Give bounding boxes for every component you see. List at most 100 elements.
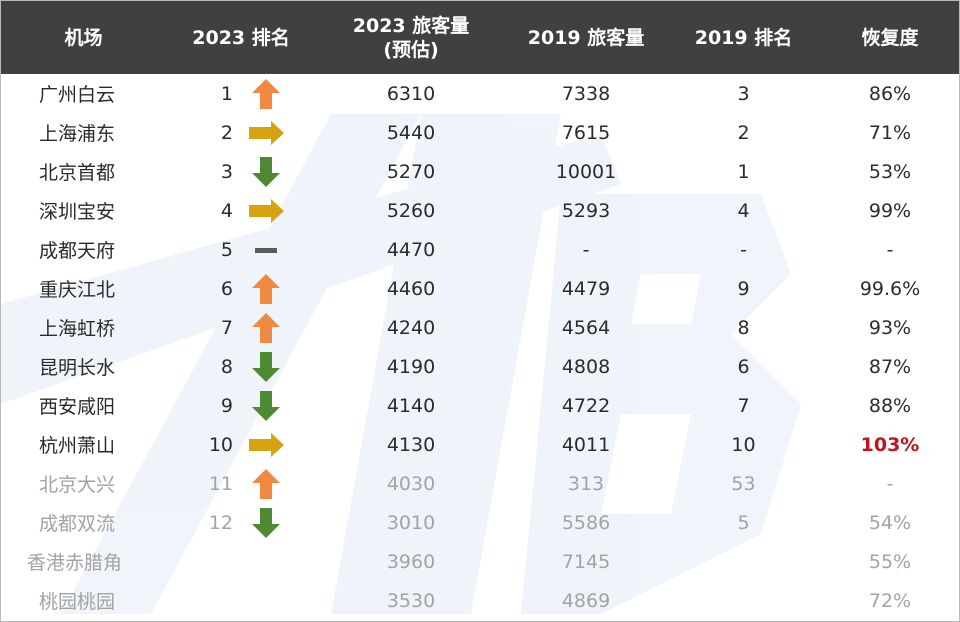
airport-name-cell: 香港赤腊角 <box>27 552 123 574</box>
pax-2023-cell: 4240 <box>386 316 436 339</box>
pax-2019-cell: 4564 <box>561 316 611 339</box>
recovery-cell: - <box>886 238 894 261</box>
rank-2019-cell: 2 <box>737 121 750 144</box>
pax-2019-cell: 5586 <box>561 511 611 534</box>
arrow-up-icon <box>247 78 285 110</box>
rank-2019-cell: 9 <box>737 277 750 300</box>
pax-2019-cell: 7615 <box>561 121 611 144</box>
rank-2023-cell: 10 <box>166 425 316 464</box>
pax-2019-cell: 4722 <box>561 394 611 417</box>
dash-icon <box>247 234 285 266</box>
rank-2019-cell: 1 <box>737 160 750 183</box>
rank-2023-cell: 7 <box>166 308 316 347</box>
rank-2019-cell: 6 <box>737 355 750 378</box>
rank-2019-cell <box>666 542 821 581</box>
col-header-airport: 机场 <box>64 26 103 49</box>
airport-name-cell: 广州白云 <box>39 84 116 106</box>
pax-2023-cell: 4140 <box>386 394 436 417</box>
rank-2023-cell: 3 <box>166 152 316 191</box>
table-row: 上海虹桥 7 4240 4564 8 93% <box>1 308 959 347</box>
pax-2023-cell: 4030 <box>386 472 436 495</box>
arrow-up-icon <box>247 468 285 500</box>
rank-2023-cell: 11 <box>166 464 316 503</box>
pax-2023-cell: 5260 <box>386 199 436 222</box>
table-row: 杭州萧山 10 4130 4011 10 103% <box>1 425 959 464</box>
airport-name-cell: 北京大兴 <box>39 474 116 496</box>
rank-2019-cell: 7 <box>737 394 750 417</box>
arrow-down-icon <box>247 156 285 188</box>
recovery-cell: 87% <box>868 355 912 378</box>
table-row: 广州白云 1 6310 7338 3 86% <box>1 74 959 113</box>
rank-2023-value: 7 <box>220 316 233 339</box>
rank-2023-value: 1 <box>220 82 233 105</box>
rank-2023-cell: 5 <box>166 230 316 269</box>
rank-2023-value: 9 <box>220 394 233 417</box>
arrow-right-icon <box>247 195 285 227</box>
pax-2023-cell: 5270 <box>386 160 436 183</box>
airport-name-cell: 上海浦东 <box>39 123 116 145</box>
table-row: 深圳宝安 4 5260 5293 4 99% <box>1 191 959 230</box>
airport-name-cell: 昆明长水 <box>39 357 116 379</box>
airport-name-cell: 西安咸阳 <box>39 396 116 418</box>
table-row: 北京首都 3 5270 10001 1 53% <box>1 152 959 191</box>
col-header-rank-2019: 2019 排名 <box>694 26 793 49</box>
col-header-recovery: 恢复度 <box>861 26 919 49</box>
pax-2019-cell: - <box>582 238 590 261</box>
recovery-cell: 93% <box>868 316 912 339</box>
arrow-up-icon <box>247 273 285 305</box>
rank-2019-cell: 4 <box>737 199 750 222</box>
arrow-right-icon <box>247 429 285 461</box>
pax-2019-cell: 7145 <box>561 550 611 573</box>
recovery-cell: - <box>886 472 894 495</box>
pax-2023-cell: 4190 <box>386 355 436 378</box>
table-row: 成都双流 12 3010 5586 5 54% <box>1 503 959 542</box>
recovery-cell: 86% <box>868 82 912 105</box>
table-row: 上海浦东 2 5440 7615 2 71% <box>1 113 959 152</box>
rank-2023-value: 3 <box>220 160 233 183</box>
arrow-down-icon <box>247 390 285 422</box>
recovery-cell: 72% <box>868 589 912 612</box>
table-row: 桃园桃园 3530 4869 72% <box>1 581 959 620</box>
rank-2019-cell: 10 <box>731 433 756 456</box>
pax-2019-cell: 4869 <box>561 589 611 612</box>
rank-2023-value: 4 <box>220 199 233 222</box>
pax-2019-cell: 5293 <box>561 199 611 222</box>
pax-2019-cell: 7338 <box>561 82 611 105</box>
rank-2023-value: 2 <box>220 121 233 144</box>
rank-2019-cell: 8 <box>737 316 750 339</box>
recovery-cell: 99% <box>868 199 912 222</box>
rank-2019-cell: - <box>740 238 747 261</box>
airport-name-cell: 杭州萧山 <box>39 435 116 457</box>
airport-name-cell: 上海虹桥 <box>39 318 116 340</box>
col-header-rank-2023: 2023 排名 <box>192 26 290 49</box>
rank-2019-cell: 5 <box>737 511 750 534</box>
rank-2023-cell: 8 <box>166 347 316 386</box>
rank-2023-value: 12 <box>208 511 233 534</box>
airport-name-cell: 重庆江北 <box>39 279 116 301</box>
recovery-cell: 99.6% <box>859 277 921 300</box>
pax-2023-cell: 4460 <box>386 277 436 300</box>
rank-2019-cell: 3 <box>737 82 750 105</box>
arrow-right-icon <box>247 117 285 149</box>
recovery-cell: 71% <box>868 121 912 144</box>
rank-2023-value: 8 <box>220 355 233 378</box>
recovery-cell: 55% <box>868 550 912 573</box>
rank-2023-cell <box>166 542 316 581</box>
rank-2023-value: 5 <box>220 238 233 261</box>
pax-2023-cell: 6310 <box>386 82 436 105</box>
rank-2023-value: 11 <box>208 472 233 495</box>
recovery-cell: 103% <box>860 433 920 456</box>
pax-2023-cell: 3530 <box>386 589 436 612</box>
table-row: 香港赤腊角 3960 7145 55% <box>1 542 959 581</box>
pax-2019-cell: 10001 <box>555 160 617 183</box>
recovery-cell: 88% <box>868 394 912 417</box>
rank-2023-value: 10 <box>208 433 233 456</box>
recovery-cell: 53% <box>868 160 912 183</box>
rank-2023-cell: 9 <box>166 386 316 425</box>
pax-2019-cell: 4808 <box>561 355 611 378</box>
rank-2019-cell: 53 <box>731 472 756 495</box>
arrow-down-icon <box>247 351 285 383</box>
rank-2023-cell <box>166 581 316 620</box>
